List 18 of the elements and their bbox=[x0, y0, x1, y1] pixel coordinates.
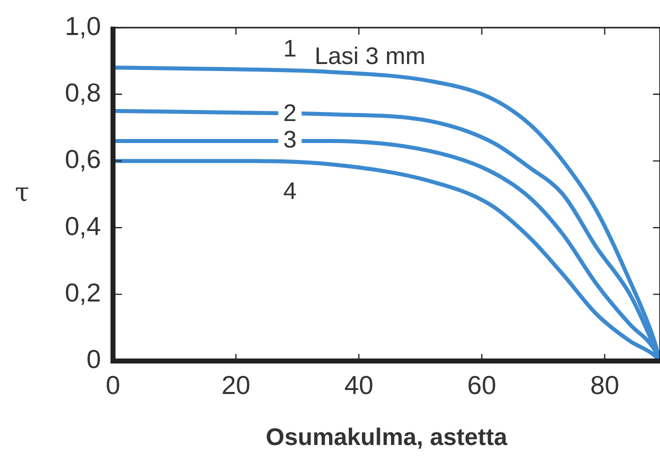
x-tick-label: 80 bbox=[590, 370, 620, 400]
y-tick-label: 0,6 bbox=[64, 144, 101, 174]
annotation: Lasi 3 mm bbox=[314, 43, 426, 70]
x-axis-title: Osumakulma, astetta bbox=[266, 424, 508, 452]
y-axis-title: τ bbox=[14, 178, 30, 208]
series-label: 4 bbox=[283, 178, 297, 205]
x-tick-label: 60 bbox=[467, 370, 496, 400]
x-tick-label: 20 bbox=[221, 370, 250, 400]
y-tick-label: 0 bbox=[86, 344, 101, 374]
y-tick-label: 1,0 bbox=[64, 10, 101, 41]
series-label: 3 bbox=[283, 126, 297, 154]
series-label: 2 bbox=[283, 100, 297, 127]
x-tick-label: 0 bbox=[106, 370, 120, 400]
series-label: 1 bbox=[283, 36, 297, 63]
y-tick-label: 0,8 bbox=[64, 77, 101, 108]
y-tick-label: 0,2 bbox=[64, 277, 101, 308]
x-tick-label: 40 bbox=[344, 370, 374, 400]
y-tick-label: 0,4 bbox=[64, 210, 101, 241]
